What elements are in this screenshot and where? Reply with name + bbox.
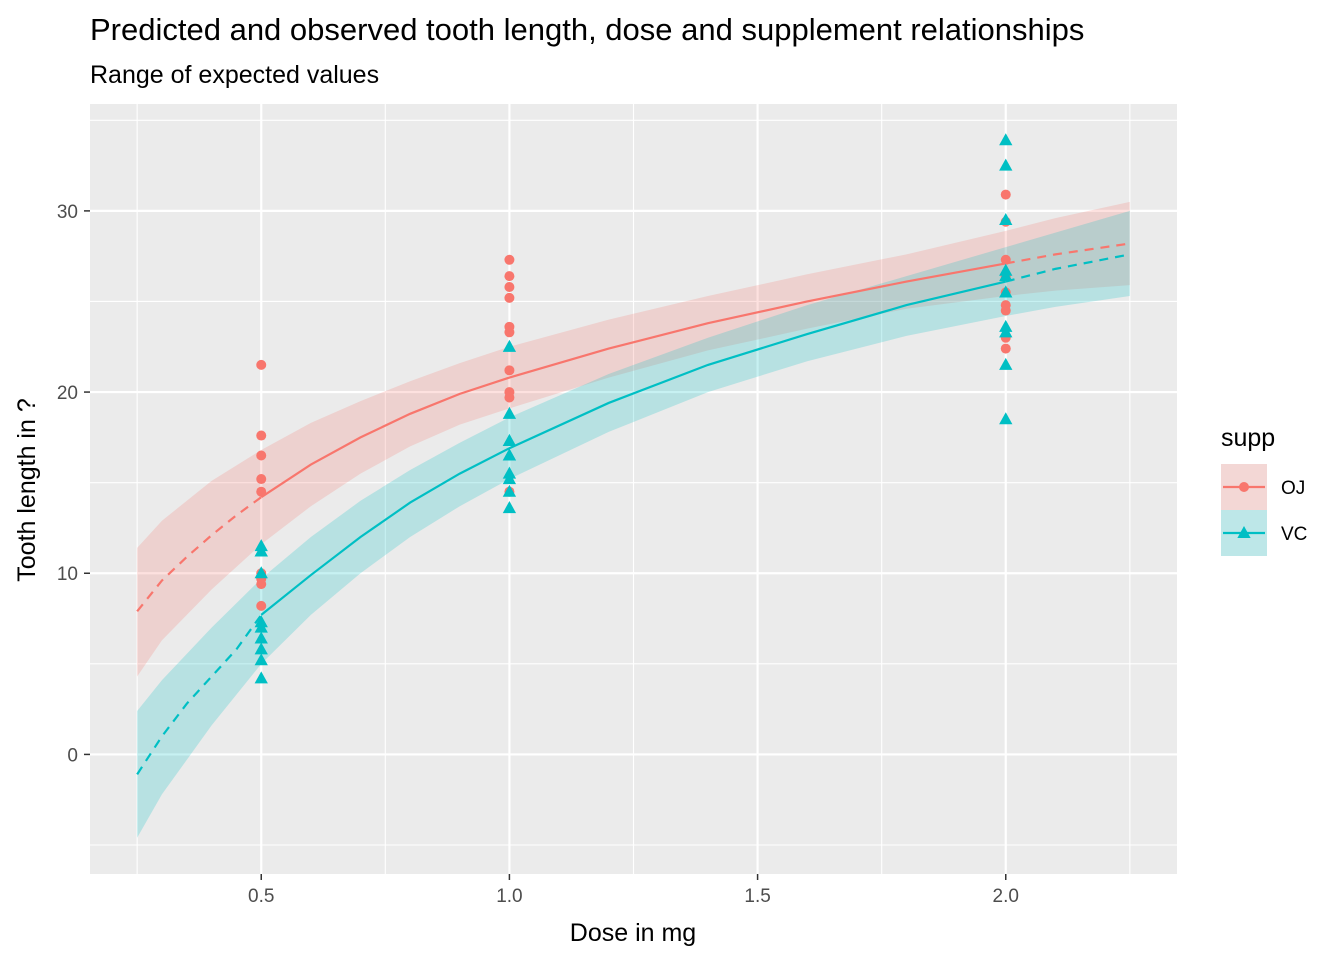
point-vc [254,566,268,579]
confidence-band-oj [137,201,1130,677]
point-vc [502,501,517,514]
point-oj [504,254,515,265]
point-oj [1000,189,1011,200]
chart-subtitle: Range of expected values [90,61,379,89]
point-oj [1000,300,1011,311]
point-oj [504,281,515,292]
y-axis-title: Tooth length in ? [13,398,41,581]
legend-key-marker-oj [1239,482,1249,492]
fit-line-extrapolated-oj [136,496,262,612]
point-oj [256,430,267,441]
fit-line-oj [260,262,1006,499]
x-axis-title: Dose in mg [570,919,696,947]
confidence-band-vc [137,210,1130,838]
fit-line-extrapolated-oj [1005,242,1131,265]
point-vc [502,448,517,461]
legend-keys: OJ VC [1221,464,1307,556]
point-oj [256,474,267,485]
point-oj [504,321,515,332]
point-vc [999,357,1013,370]
point-vc [999,133,1013,146]
point-vc [502,466,517,479]
legend-key-marker-vc [1237,526,1251,539]
x-tick-label: 1.0 [496,886,522,907]
point-oj [504,271,515,282]
point-vc [254,544,268,557]
legend-label-vc: VC [1281,524,1307,545]
axes: 0.5 1.0 1.5 2.0 0 10 20 30 [57,202,1019,907]
y-tick-label: 20 [57,383,78,404]
point-vc [502,339,517,352]
x-tick-label: 0.5 [248,886,274,907]
confidence-bands [137,201,1130,838]
fit-line-vc [260,280,1007,616]
point-oj [504,292,515,303]
point-vc [502,433,517,447]
point-oj [1000,343,1011,354]
fit-lines [136,242,1131,775]
y-tick-label: 10 [57,564,78,585]
point-oj [504,387,515,398]
legend-title: supp [1221,424,1275,452]
point-vc [999,263,1013,276]
point-vc [999,325,1013,338]
fit-line-extrapolated-vc [136,614,263,775]
point-oj [256,359,267,370]
legend: supp OJ VC [1221,424,1307,556]
point-vc [999,412,1013,425]
point-oj [1000,254,1011,265]
point-vc [254,653,268,666]
y-tick-label: 30 [57,202,78,223]
point-vc [999,285,1013,298]
chart-title: Predicted and observed tooth length, dos… [90,12,1084,47]
point-vc [502,406,517,419]
point-vc [999,158,1013,171]
y-tick-label: 0 [67,745,78,766]
point-oj [256,450,267,461]
x-tick-label: 1.5 [744,886,770,907]
point-oj [256,600,267,611]
point-oj [504,365,515,376]
point-vc [254,642,268,655]
point-vc [254,671,268,684]
legend-label-oj: OJ [1281,478,1305,499]
point-vc [254,631,268,644]
point-vc [254,620,268,633]
data-points [254,133,1013,684]
fit-line-extrapolated-vc [1005,253,1131,283]
point-vc [999,212,1013,225]
point-oj [256,486,267,497]
x-tick-label: 2.0 [993,886,1019,907]
point-vc [502,484,517,497]
